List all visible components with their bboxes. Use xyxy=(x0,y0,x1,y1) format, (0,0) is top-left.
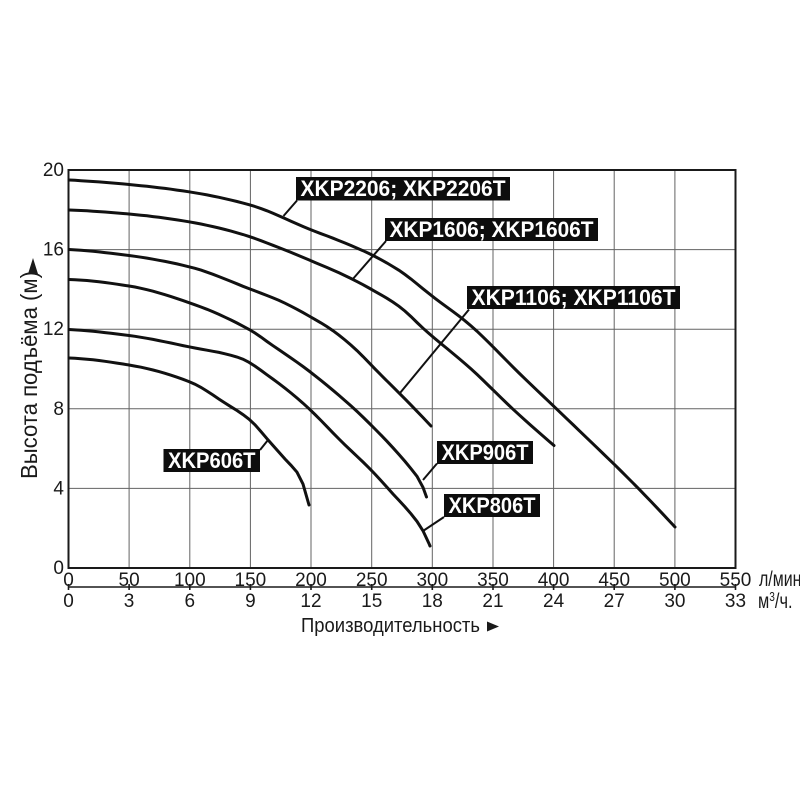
svg-text:л/мин.: л/мин. xyxy=(759,567,800,591)
svg-text:12: 12 xyxy=(300,591,321,612)
svg-text:м3/ч.: м3/ч. xyxy=(758,589,793,612)
svg-text:0: 0 xyxy=(53,558,64,579)
svg-text:18: 18 xyxy=(422,591,443,612)
svg-text:400: 400 xyxy=(538,570,570,591)
svg-text:24: 24 xyxy=(543,591,565,612)
svg-text:350: 350 xyxy=(477,570,509,591)
svg-text:XKP1606; XKP1606T: XKP1606; XKP1606T xyxy=(390,217,595,242)
svg-text:16: 16 xyxy=(43,240,64,261)
svg-text:XKP606T: XKP606T xyxy=(168,448,256,473)
svg-text:Высота подъёма (м): Высота подъёма (м) xyxy=(16,271,42,479)
svg-text:450: 450 xyxy=(598,570,630,591)
svg-text:200: 200 xyxy=(295,570,327,591)
svg-text:XKP806T: XKP806T xyxy=(449,493,537,518)
svg-text:250: 250 xyxy=(356,570,388,591)
svg-text:15: 15 xyxy=(361,591,382,612)
svg-text:100: 100 xyxy=(174,570,206,591)
svg-text:150: 150 xyxy=(235,570,267,591)
svg-text:3: 3 xyxy=(124,591,135,612)
svg-text:27: 27 xyxy=(604,591,625,612)
svg-text:50: 50 xyxy=(119,570,140,591)
svg-text:8: 8 xyxy=(53,399,64,420)
svg-text:33: 33 xyxy=(725,591,746,612)
svg-text:4: 4 xyxy=(53,478,64,499)
svg-text:6: 6 xyxy=(185,591,196,612)
svg-text:0: 0 xyxy=(63,591,74,612)
svg-text:Производительность: Производительность xyxy=(301,614,480,637)
svg-text:XKP906T: XKP906T xyxy=(442,440,530,465)
svg-text:0: 0 xyxy=(63,570,74,591)
svg-text:20: 20 xyxy=(43,160,64,181)
svg-text:550: 550 xyxy=(720,570,752,591)
svg-text:12: 12 xyxy=(43,319,64,340)
svg-text:9: 9 xyxy=(245,591,256,612)
svg-text:300: 300 xyxy=(416,570,448,591)
svg-text:30: 30 xyxy=(664,591,685,612)
svg-text:500: 500 xyxy=(659,570,691,591)
svg-text:XKP2206; XKP2206T: XKP2206; XKP2206T xyxy=(301,176,507,201)
svg-text:XKP1106; XKP1106T: XKP1106; XKP1106T xyxy=(472,285,677,310)
svg-text:21: 21 xyxy=(482,591,503,612)
